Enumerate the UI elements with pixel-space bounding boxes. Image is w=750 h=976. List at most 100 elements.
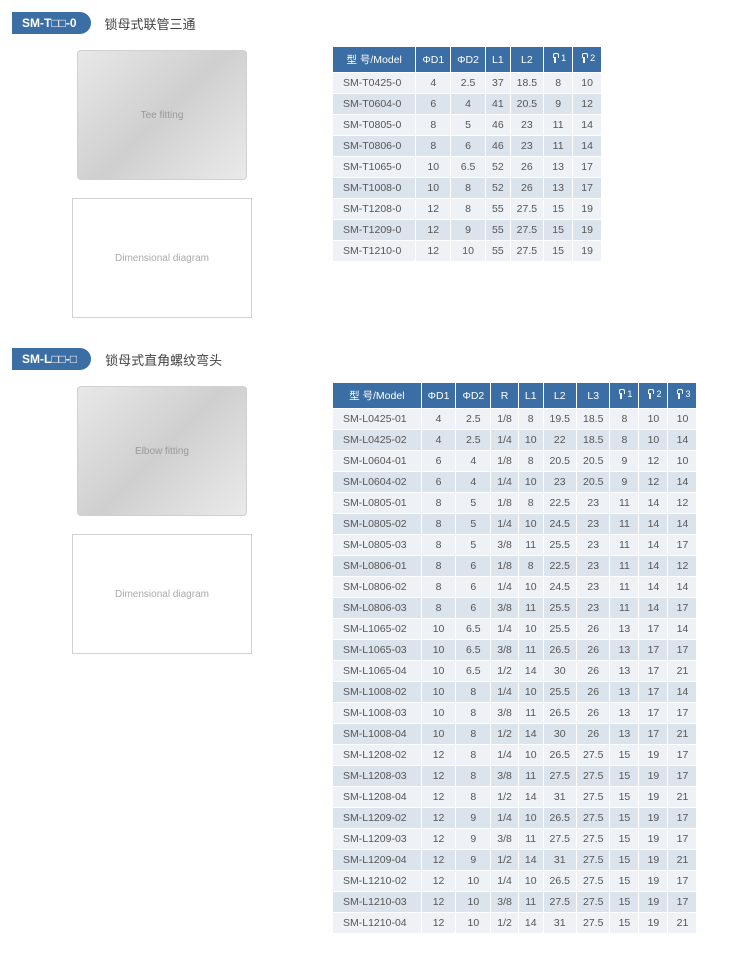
table-cell: 17 (639, 640, 668, 661)
table-cell: 3/8 (491, 766, 519, 787)
table-cell: SM-L1210-04 (333, 913, 422, 934)
table-cell: 46 (485, 136, 510, 157)
table-cell: 15 (610, 892, 639, 913)
table-cell: 3/8 (491, 892, 519, 913)
table-cell: 30 (543, 724, 576, 745)
table-cell: 13 (610, 682, 639, 703)
table-row: SM-L1209-041291/2143127.5151921 (333, 850, 697, 871)
table-cell: 21 (668, 787, 697, 808)
table-cell: 13 (610, 619, 639, 640)
table-cell: 6 (456, 556, 491, 577)
table-row: SM-L1209-031293/81127.527.5151917 (333, 829, 697, 850)
table-cell: 11 (610, 493, 639, 514)
table-cell: 14 (639, 598, 668, 619)
table-cell: 19 (639, 808, 668, 829)
table-cell: 17 (668, 808, 697, 829)
table-cell: 22 (543, 430, 576, 451)
table-cell: 10 (518, 577, 543, 598)
model-badge: SM-L□□-□ (12, 348, 91, 370)
table-cell: 4 (451, 94, 486, 115)
table-cell: 15 (610, 871, 639, 892)
table-cell: 15 (544, 199, 573, 220)
table-cell: 5 (456, 514, 491, 535)
table-cell: SM-T0604-0 (333, 94, 416, 115)
table-cell: 9 (544, 94, 573, 115)
table-cell: SM-L0425-02 (333, 430, 422, 451)
col-d1: ΦD1 (421, 383, 456, 409)
table-row: SM-T0806-08646231114 (333, 136, 602, 157)
table-cell: 9 (456, 808, 491, 829)
table-cell: 11 (518, 829, 543, 850)
table-cell: 27.5 (543, 766, 576, 787)
table-cell: 12 (416, 241, 451, 262)
table-cell: 18.5 (576, 430, 609, 451)
table-cell: 17 (668, 535, 697, 556)
table-cell: 26 (510, 178, 543, 199)
table-cell: 12 (421, 850, 456, 871)
table-cell: 8 (456, 766, 491, 787)
table-cell: SM-T1008-0 (333, 178, 416, 199)
table-cell: 9 (456, 850, 491, 871)
table-row: SM-L1208-031283/81127.527.5151917 (333, 766, 697, 787)
table-cell: 52 (485, 157, 510, 178)
table-cell: 8 (456, 682, 491, 703)
table-cell: 10 (456, 913, 491, 934)
table-cell: 23 (576, 577, 609, 598)
table-cell: 55 (485, 220, 510, 241)
table-cell: 14 (573, 115, 602, 136)
table-cell: 27.5 (510, 220, 543, 241)
section-body: Tee fitting Dimensional diagram 型 号/Mode… (12, 46, 738, 318)
table-cell: 1/4 (491, 871, 519, 892)
table-cell: 27.5 (543, 892, 576, 913)
table-cell: 27.5 (576, 850, 609, 871)
table-cell: 8 (518, 556, 543, 577)
table-cell: 12 (421, 892, 456, 913)
table-cell: 27.5 (510, 241, 543, 262)
table-cell: 12 (421, 745, 456, 766)
table-cell: SM-L0805-03 (333, 535, 422, 556)
table-cell: 22.5 (543, 556, 576, 577)
table-cell: 10 (518, 808, 543, 829)
table-cell: 1/8 (491, 409, 519, 430)
table-cell: 26.5 (543, 745, 576, 766)
table-cell: 20.5 (576, 451, 609, 472)
col-d2: ΦD2 (451, 47, 486, 73)
table-cell: 10 (421, 682, 456, 703)
table-row: SM-T1209-01295527.51519 (333, 220, 602, 241)
table-cell: 27.5 (543, 829, 576, 850)
table-cell: 3/8 (491, 703, 519, 724)
table-cell: 12 (421, 787, 456, 808)
table-cell: SM-L1065-03 (333, 640, 422, 661)
col-w1: 1 (610, 383, 639, 409)
table-cell: 25.5 (543, 619, 576, 640)
table-cell: 14 (518, 787, 543, 808)
table-cell: 23 (576, 598, 609, 619)
table-cell: 27.5 (576, 829, 609, 850)
table-row: SM-T0425-042.53718.5810 (333, 73, 602, 94)
table-cell: 4 (416, 73, 451, 94)
table-cell: 11 (518, 598, 543, 619)
table-cell: 14 (518, 661, 543, 682)
table-cell: 1/2 (491, 661, 519, 682)
table-row: SM-T1210-012105527.51519 (333, 241, 602, 262)
table-cell: SM-L0425-01 (333, 409, 422, 430)
table-cell: 46 (485, 115, 510, 136)
table-cell: 1/8 (491, 451, 519, 472)
table-row: SM-L0806-02861/41024.523111414 (333, 577, 697, 598)
table-cell: 52 (485, 178, 510, 199)
table-cell: 13 (610, 640, 639, 661)
table-cell: 10 (668, 409, 697, 430)
table-cell: 24.5 (543, 514, 576, 535)
table-cell: 14 (518, 913, 543, 934)
table-cell: 19 (573, 199, 602, 220)
table-cell: 10 (416, 157, 451, 178)
dimension-diagram: Dimensional diagram (72, 198, 252, 318)
model-badge: SM-T□□-0 (12, 12, 91, 34)
table-cell: 31 (543, 913, 576, 934)
table-cell: 6.5 (456, 619, 491, 640)
table-cell: 11 (518, 703, 543, 724)
table-cell: 10 (456, 871, 491, 892)
table-cell: 8 (421, 598, 456, 619)
table-cell: SM-L1065-02 (333, 619, 422, 640)
table-cell: 1/4 (491, 745, 519, 766)
